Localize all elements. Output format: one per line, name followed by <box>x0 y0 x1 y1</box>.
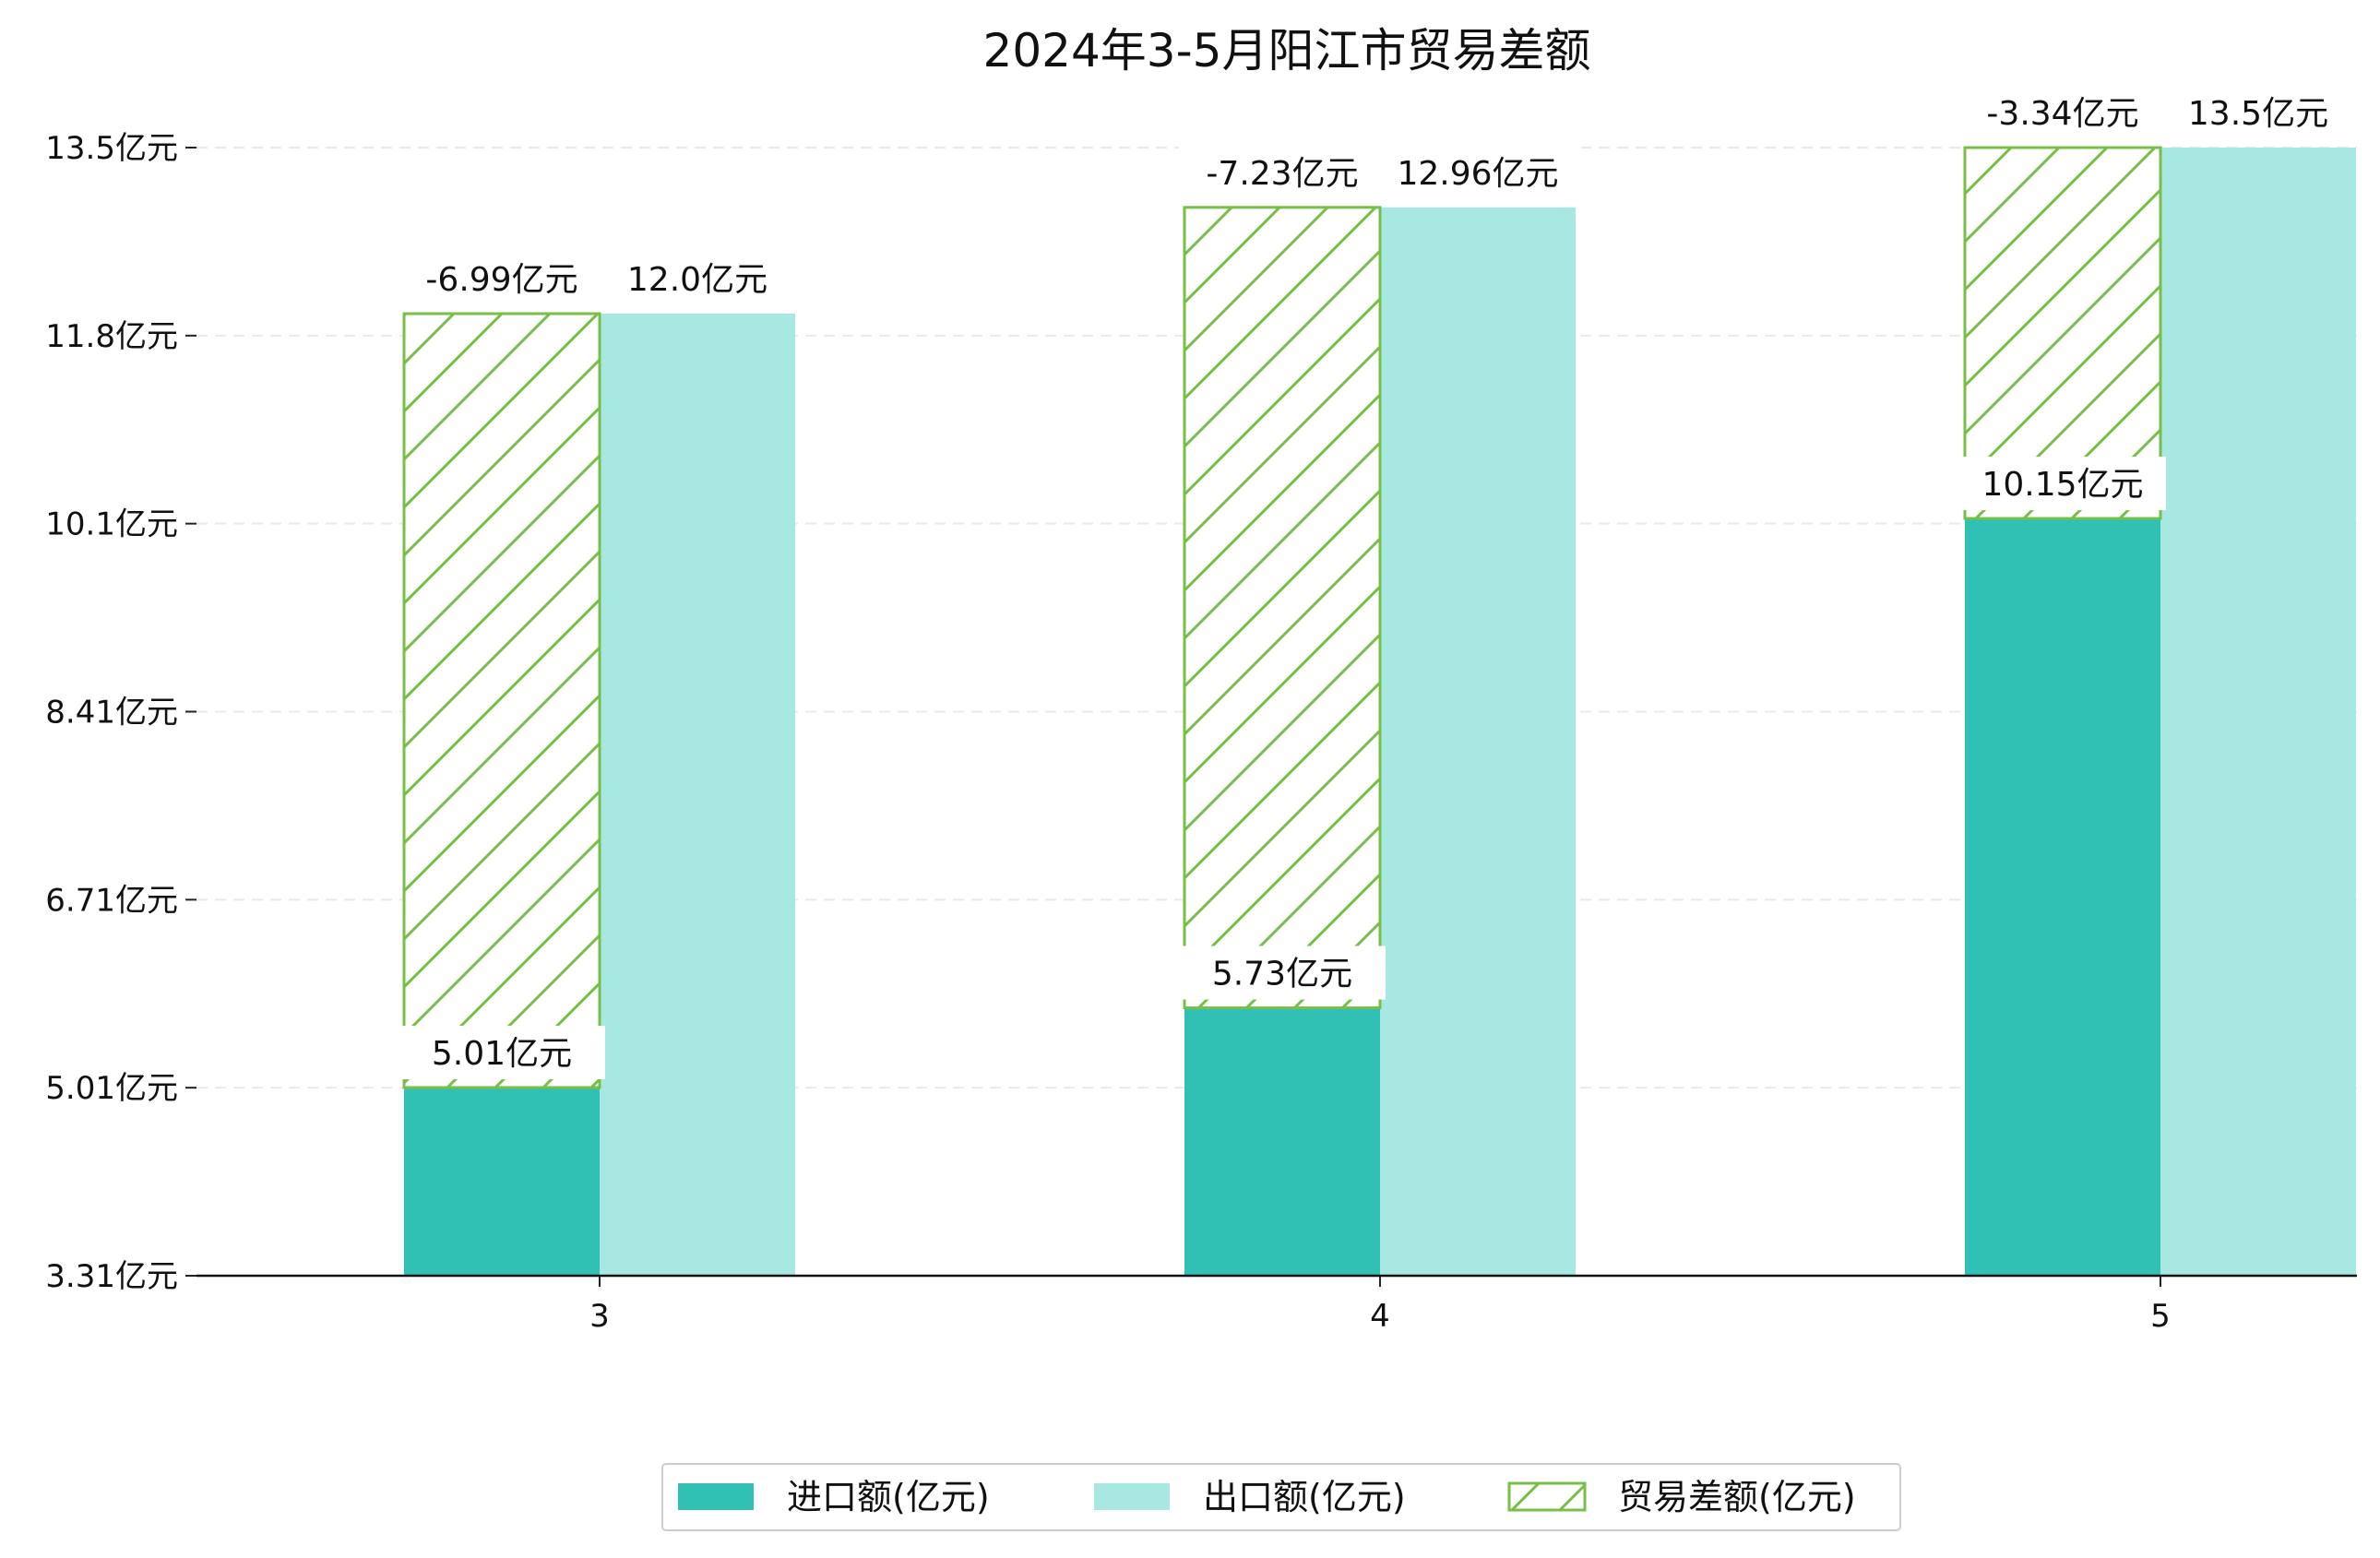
data-label-background <box>1959 457 2166 511</box>
data-label-background <box>399 1025 605 1079</box>
bar-trade-balance <box>1963 146 2162 520</box>
data-label-import: 5.01亿元 <box>432 1035 572 1073</box>
legend-swatch-export <box>1094 1483 1170 1510</box>
bar-trade-balance <box>1183 206 1382 1010</box>
data-label-background <box>1374 145 1581 199</box>
y-tick-label: 11.8亿元 <box>45 318 178 355</box>
legend: 进口额(亿元) 出口额(亿元) 贸易差额(亿元) <box>661 1463 1901 1531</box>
legend-label-trade-balance: 贸易差额(亿元) <box>1618 1477 1856 1517</box>
data-label-trade-balance: -7.23亿元 <box>1206 155 1358 193</box>
x-tick-label: 5 <box>2150 1298 2171 1335</box>
legend-swatch-import <box>678 1483 754 1510</box>
data-label-background <box>594 252 801 306</box>
data-label-import: 10.15亿元 <box>1981 466 2143 504</box>
bar-import <box>404 1087 600 1276</box>
legend-label-import: 进口额(亿元) <box>787 1477 990 1517</box>
bar-import <box>1184 1007 1380 1276</box>
y-tick-label: 10.1亿元 <box>45 506 178 543</box>
bar-export <box>1380 207 1576 1277</box>
legend-frame <box>661 1463 1901 1531</box>
data-label-trade-balance: -3.34亿元 <box>1986 95 2138 133</box>
data-label-background <box>2155 86 2362 139</box>
axes: 3.31亿元 5.01亿元 6.71亿元 8.41亿元 10.1亿元 11.8亿元 13.5… <box>45 130 2357 1335</box>
data-label-background <box>1179 145 1386 199</box>
data-label-import: 5.73亿元 <box>1212 956 1352 993</box>
data-label-background <box>399 252 605 306</box>
data-label-trade-balance: -6.99亿元 <box>425 261 577 299</box>
y-tick-label: 13.5亿元 <box>45 130 178 167</box>
data-label-export: 12.0亿元 <box>627 261 768 299</box>
data-label-background <box>1959 86 2166 139</box>
data-label-background <box>1179 946 1386 1000</box>
y-tick-label: 5.01亿元 <box>45 1070 178 1107</box>
bar-trade-balance <box>402 312 601 1089</box>
x-tick-label: 3 <box>589 1298 610 1335</box>
y-tick-label: 3.31亿元 <box>45 1258 178 1295</box>
y-tick-label: 8.41亿元 <box>45 695 178 731</box>
y-tick-label: 6.71亿元 <box>45 882 178 919</box>
bar-export <box>600 314 795 1277</box>
legend-label-export: 出口额(亿元) <box>1203 1477 1406 1517</box>
x-tick-label: 4 <box>1370 1298 1390 1335</box>
data-label-export: 13.5亿元 <box>2188 95 2328 133</box>
chart-title: 2024年3-5月阳江市贸易差额 <box>983 24 1591 77</box>
legend-swatch-trade-balance <box>1507 1481 1587 1512</box>
bar-import <box>1965 518 2160 1276</box>
bars <box>402 146 2356 1277</box>
data-labels: 5.01亿元 12.0亿元 -6.99亿元 5.73亿元 12.96亿元 -7.23亿元 1… <box>399 86 2362 1079</box>
bar-export <box>2160 148 2356 1276</box>
data-label-export: 12.96亿元 <box>1397 155 1558 193</box>
